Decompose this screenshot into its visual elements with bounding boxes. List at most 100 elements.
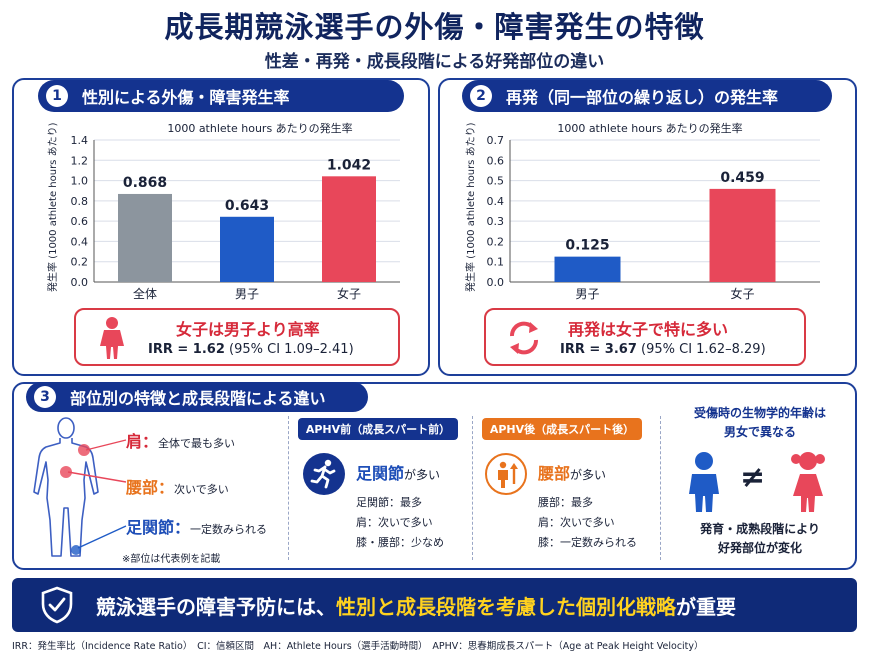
site-lowback-name: 腰部 bbox=[126, 478, 159, 497]
panel1-heading: 性別による外傷・障害発生率 bbox=[82, 88, 290, 107]
boy-icon bbox=[689, 452, 719, 512]
chart2-svg: 0.0 0.1 0.2 0.3 0.4 0.5 0.6 0.7 0.125 男子 0.459 女子 bbox=[487, 134, 820, 301]
divider-2 bbox=[472, 416, 473, 560]
repeat-arrows-icon bbox=[509, 321, 539, 355]
panel2-header: 2 再発（同一部位の繰り返し）の発生率 bbox=[462, 80, 832, 112]
site-lowback-colon: ： bbox=[158, 478, 175, 497]
age-title: 受傷時の生物学的年齢は 男女で異なる bbox=[664, 404, 856, 442]
female-person-icon bbox=[100, 317, 124, 359]
chart1-value-label: 0.643 bbox=[225, 198, 269, 214]
aphv-pre-main: 足関節が多い bbox=[356, 460, 440, 484]
site-shoulder-name: 肩 bbox=[126, 432, 143, 451]
panel2-irr: IRR = 3.67 bbox=[560, 342, 637, 357]
panel1-callout bbox=[74, 308, 400, 366]
chart2-ytick-label: 0.2 bbox=[487, 235, 505, 248]
footer-glossary: IRR：発生率比（Incidence Rate Ratio） CI：信頼区間 A… bbox=[12, 641, 704, 652]
girl-icon bbox=[791, 452, 825, 512]
not-equal-sign: ≠ bbox=[740, 460, 766, 495]
panel3-number: 3 bbox=[34, 386, 56, 408]
panel1-callout-sub: IRR = 1.62 (95% CI 1.09–2.41) bbox=[148, 342, 354, 357]
aphv-post-item-2: 肩：次いで多い bbox=[538, 516, 615, 529]
age-desc-line2: 好発部位が変化 bbox=[717, 541, 802, 555]
age-title-line2: 男女で異なる bbox=[723, 425, 796, 439]
chart1-category-label: 女子 bbox=[337, 286, 361, 301]
chart1-ytick-label: 0.6 bbox=[71, 215, 89, 228]
chart1-ytick-label: 0.2 bbox=[71, 256, 89, 269]
panel2-callout-sub: IRR = 3.67 (95% CI 1.62–8.29) bbox=[560, 342, 766, 357]
chart2-ylabel: 発生率 (1000 athlete hours あたり) bbox=[466, 122, 477, 292]
age-desc: 発育・成熟段階により 好発部位が変化 bbox=[664, 520, 856, 558]
site-ankle-name: 足関節 bbox=[126, 518, 175, 537]
conclusion-banner: 競泳選手の障害予防には、性別と成長段階を考慮した個別化戦略が重要 bbox=[12, 578, 857, 632]
banner-part1: 競泳選手の障害予防には、 bbox=[96, 594, 336, 619]
page-subtitle: 性差・再発・成長段階による好発部位の違い bbox=[264, 52, 605, 72]
panel2-callout-main: 再発は女子で特に多い bbox=[568, 320, 729, 339]
aphv-pre-main-rest: が多い bbox=[404, 468, 441, 482]
site-shoulder-desc: 全体で最も多い bbox=[158, 437, 236, 450]
panel3-heading: 部位別の特徴と成長段階による違い bbox=[70, 389, 326, 408]
chart2-value-label: 0.459 bbox=[720, 170, 764, 186]
panel2-callout bbox=[484, 308, 806, 366]
site-lowback: 腰部：次いで多い bbox=[126, 474, 229, 498]
chart2-category-label: 男子 bbox=[575, 287, 599, 301]
chart2-ytick-label: 0.6 bbox=[487, 154, 505, 167]
chart1-ytick-label: 1.0 bbox=[71, 175, 89, 188]
site-note: ※部位は代表例を記載 bbox=[122, 554, 221, 565]
panel2-ci: (95% CI 1.62–8.29) bbox=[641, 342, 766, 357]
chart1-ytick-label: 1.2 bbox=[71, 154, 89, 167]
chart1-category-label: 男子 bbox=[235, 287, 259, 301]
divider-1 bbox=[288, 416, 289, 560]
site-connector-lines bbox=[67, 439, 127, 549]
aphv-post-title: APHV後（成長スパート後） bbox=[482, 418, 642, 440]
page-title: 成長期競泳選手の外傷・障害発生の特徴 bbox=[164, 10, 705, 44]
panel2-number: 2 bbox=[470, 85, 492, 107]
chart2-title: 1000 athlete hours あたりの発生率 bbox=[557, 122, 743, 135]
chart2-bar bbox=[554, 256, 621, 282]
running-person-icon bbox=[303, 453, 345, 495]
chart1-ytick-label: 0.0 bbox=[71, 276, 89, 289]
age-title-line1: 受傷時の生物学的年齢は bbox=[693, 406, 826, 420]
chart1-svg: 0.0 0.2 0.4 0.6 0.8 1.0 1.2 1.4 0.868 全体 0.643 男子 1.… bbox=[71, 134, 400, 301]
site-shoulder-colon: ： bbox=[142, 432, 159, 451]
chart1-ytick-label: 0.4 bbox=[71, 235, 89, 248]
site-ankle-desc: 一定数みられる bbox=[190, 523, 268, 536]
site-lowback-desc: 次いで多い bbox=[174, 483, 229, 496]
chart2-ytick-label: 0.4 bbox=[487, 195, 505, 208]
site-ankle: 足関節：一定数みられる bbox=[126, 514, 267, 538]
panel1-header: 1 性別による外傷・障害発生率 bbox=[38, 80, 404, 112]
chart1-value-label: 1.042 bbox=[327, 157, 371, 173]
site-shoulder: 肩：全体で最も多い bbox=[126, 428, 235, 452]
age-desc-line1: 発育・成熟段階により bbox=[700, 522, 820, 536]
panel1-callout-main: 女子は男子より高率 bbox=[176, 320, 320, 339]
aphv-post-item-1: 腰部：最多 bbox=[538, 496, 593, 509]
panel2-heading: 再発（同一部位の繰り返し）の発生率 bbox=[506, 88, 779, 107]
shield-check-icon bbox=[41, 586, 73, 624]
site-ankle-colon: ： bbox=[174, 518, 191, 537]
aphv-pre-item-2: 肩：次いで多い bbox=[356, 516, 433, 529]
chart2-ytick-label: 0.0 bbox=[487, 276, 505, 289]
body-outline-icon bbox=[33, 417, 99, 557]
chart2-ytick-label: 0.7 bbox=[487, 134, 505, 147]
chart1-title: 1000 athlete hours あたりの発生率 bbox=[167, 122, 353, 135]
growth-person-icon bbox=[485, 453, 527, 495]
chart2-ytick-label: 0.3 bbox=[487, 215, 505, 228]
chart1-category-label: 全体 bbox=[133, 286, 157, 301]
chart2-value-label: 0.125 bbox=[565, 238, 609, 254]
panel1-irr: IRR = 1.62 bbox=[148, 342, 225, 357]
banner-text: 競泳選手の障害予防には、性別と成長段階を考慮した個別化戦略が重要 bbox=[96, 591, 736, 620]
aphv-pre-item-3: 膝・腰部：少なめ bbox=[356, 536, 444, 549]
banner-part3: が重要 bbox=[676, 594, 736, 619]
banner-part2: 性別と成長段階を考慮した個別化戦略 bbox=[336, 594, 676, 619]
aphv-pre-item-1: 足関節：最多 bbox=[356, 496, 422, 509]
panel1-ci: (95% CI 1.09–2.41) bbox=[229, 342, 354, 357]
chart2-category-label: 女子 bbox=[730, 286, 754, 301]
aphv-post-main-hl: 腰部 bbox=[538, 464, 571, 483]
divider-3 bbox=[660, 416, 661, 560]
aphv-post-main: 腰部が多い bbox=[538, 460, 606, 484]
panel3-header: 3 部位別の特徴と成長段階による違い bbox=[26, 382, 368, 412]
chart1-bar bbox=[118, 193, 172, 282]
aphv-post-main-rest: が多い bbox=[570, 468, 607, 482]
chart1-ylabel: 発生率 (1000 athlete hours あたり) bbox=[48, 122, 59, 292]
chart2-bar bbox=[709, 188, 776, 282]
aphv-pre-title: APHV前（成長スパート前） bbox=[298, 418, 458, 440]
